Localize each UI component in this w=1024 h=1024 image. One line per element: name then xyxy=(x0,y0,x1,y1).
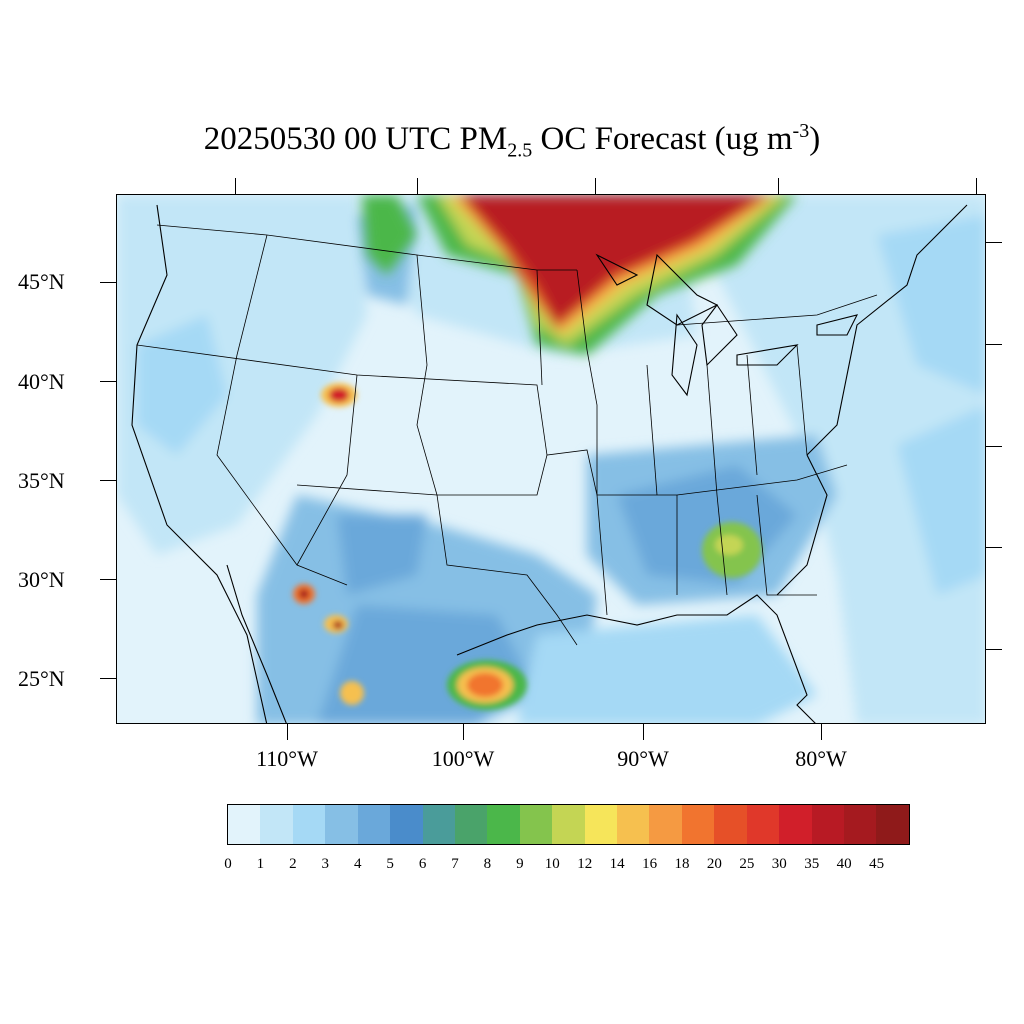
colorbar-swatch xyxy=(844,805,877,844)
colorbar-swatch xyxy=(584,805,618,844)
colorbar-swatch xyxy=(260,805,293,844)
lon-tick-top xyxy=(595,178,596,194)
lat-label-25: 25°N xyxy=(18,666,65,691)
colorbar-label: 16 xyxy=(642,856,658,872)
colorbar-swatch xyxy=(357,805,391,844)
colorbar-swatch xyxy=(487,805,520,844)
forecast-map xyxy=(116,194,986,724)
lon-tick-top xyxy=(235,178,236,194)
colorbar-label: 2 xyxy=(289,856,297,872)
lon-tick xyxy=(821,724,822,740)
colorbar-label: 20 xyxy=(706,856,722,872)
lon-label-110: 110°W xyxy=(256,746,318,771)
colorbar-swatch xyxy=(390,805,423,844)
map-title: 20250530 00 UTC PM2.5 OC Forecast (ug m-… xyxy=(0,120,1024,163)
colorbar-swatch xyxy=(454,805,488,844)
lat-label-30: 30°N xyxy=(18,567,65,592)
colorbar-label: 4 xyxy=(353,856,362,872)
lat-tick xyxy=(100,579,116,580)
lon-tick-top xyxy=(417,178,418,194)
lon-label-90: 90°W xyxy=(617,746,669,771)
fire-hotspots xyxy=(293,383,762,710)
lon-label-80: 80°W xyxy=(795,746,847,771)
lon-tick xyxy=(643,724,644,740)
colorbar-label: 9 xyxy=(516,856,524,872)
lat-tick-right xyxy=(986,242,1002,243)
colorbar-label: 18 xyxy=(674,856,690,872)
lat-tick-right xyxy=(986,547,1002,548)
lon-tick xyxy=(287,724,288,740)
lat-label-35: 35°N xyxy=(18,468,65,493)
colorbar-swatch xyxy=(779,805,812,844)
colorbar-label: 30 xyxy=(771,856,787,872)
lat-tick xyxy=(100,381,116,382)
colorbar-label: 35 xyxy=(804,856,820,872)
title-mid: OC Forecast (ug m xyxy=(532,121,793,157)
concentration-field xyxy=(117,195,985,723)
colorbar-swatch xyxy=(617,805,650,844)
title-end: ) xyxy=(809,121,821,157)
colorbar-swatch xyxy=(325,805,358,844)
lat-tick-right xyxy=(986,446,1002,447)
colorbar-label: 40 xyxy=(836,856,852,872)
colorbar-label: 25 xyxy=(739,856,755,872)
colorbar-label: 14 xyxy=(609,856,625,872)
lon-tick xyxy=(463,724,464,740)
colorbar-label: 1 xyxy=(256,856,265,872)
title-superscript: -3 xyxy=(792,120,810,142)
colorbar-label: 12 xyxy=(577,856,593,872)
colorbar-swatch xyxy=(422,805,455,844)
smoke-plume-north xyxy=(362,195,797,355)
colorbar-label: 6 xyxy=(418,856,427,872)
title-main: 20250530 00 UTC PM xyxy=(203,121,508,157)
lat-tick-right xyxy=(986,649,1002,650)
lon-tick-top xyxy=(976,178,977,194)
colorbar xyxy=(227,804,910,845)
colorbar-label: 10 xyxy=(544,856,560,872)
colorbar-swatch xyxy=(876,805,909,844)
colorbar-swatch xyxy=(292,805,326,844)
colorbar-swatch xyxy=(811,805,845,844)
colorbar-label: 3 xyxy=(321,856,330,872)
colorbar-swatch xyxy=(228,805,261,844)
colorbar-label: 8 xyxy=(483,856,492,872)
lat-tick xyxy=(100,678,116,679)
lon-label-100: 100°W xyxy=(431,746,495,771)
lat-label-45: 45°N xyxy=(18,269,65,294)
lat-label-40: 40°N xyxy=(18,369,65,394)
lat-tick xyxy=(100,480,116,481)
colorbar-swatch xyxy=(714,805,747,844)
colorbar-label: 5 xyxy=(386,856,394,872)
title-subscript: 2.5 xyxy=(507,139,533,162)
colorbar-swatch xyxy=(681,805,715,844)
colorbar-swatch xyxy=(649,805,682,844)
lat-tick-right xyxy=(986,344,1002,345)
colorbar-label: 45 xyxy=(869,856,885,872)
colorbar-label: 7 xyxy=(451,856,459,872)
low-concentration-zones xyxy=(117,195,985,723)
colorbar-swatch xyxy=(746,805,780,844)
lon-tick-top xyxy=(778,178,779,194)
coastlines xyxy=(131,204,968,723)
colorbar-label: 0 xyxy=(224,856,232,872)
state-boundaries xyxy=(136,224,878,646)
lat-tick xyxy=(100,282,116,283)
colorbar-swatch xyxy=(552,805,585,844)
colorbar-swatch xyxy=(519,805,553,844)
